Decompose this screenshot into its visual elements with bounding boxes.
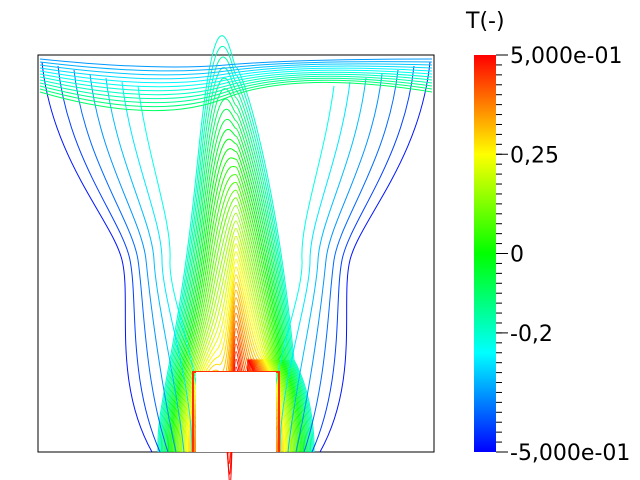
contour-line [181, 220, 291, 453]
contour-lines [39, 35, 433, 480]
contour-line [39, 67, 433, 84]
contour-line [39, 75, 433, 100]
contour-line [169, 138, 303, 453]
contour-line [39, 79, 433, 108]
contour-line [39, 61, 433, 72]
colorbar-tick-label: -0,2 [510, 322, 553, 347]
contour-line [164, 98, 308, 453]
contour-line [311, 65, 415, 453]
contour-line [73, 69, 169, 453]
contour-line [162, 77, 310, 453]
contour-line [57, 65, 161, 453]
contour-line [186, 258, 286, 453]
colorbar-tick-label: 0,25 [510, 143, 559, 168]
contour-line [105, 77, 185, 453]
contour-line [39, 58, 433, 68]
colorbar-title: T(-) [465, 9, 505, 34]
contour-line [175, 181, 297, 453]
contour-line [165, 108, 307, 453]
contour-line [158, 45, 314, 453]
contour-line [157, 35, 315, 453]
colorbar-gradient [474, 55, 496, 452]
heated-block [196, 372, 276, 452]
contour-line [303, 69, 399, 453]
contour-line [160, 67, 311, 453]
colorbar: T(-) 5,000e-01 -5,000e-01 0,25 0 -0,2 [465, 9, 630, 466]
contour-line [39, 69, 433, 88]
colorbar-minor-ticks [496, 64, 502, 443]
contour-line [170, 148, 302, 453]
colorbar-max-label: 5,000e-01 [510, 44, 622, 69]
colorbar-major-ticks: 0,25 0 -0,2 [496, 143, 559, 347]
contour-line [319, 61, 431, 453]
contour-line [182, 228, 290, 453]
contour-line [279, 81, 351, 453]
contour-line [121, 81, 193, 453]
contour-line [163, 88, 309, 453]
contour-line [171, 157, 301, 453]
contour-line [176, 189, 296, 453]
colorbar-min-label: -5,000e-01 [510, 441, 630, 466]
contour-line [177, 197, 295, 453]
contour-line [179, 212, 293, 453]
contour-line [168, 129, 304, 453]
contour-line [89, 73, 177, 453]
contour-plot [37, 35, 435, 480]
contour-line [39, 81, 433, 112]
contour-line [178, 204, 294, 453]
contour-line [39, 73, 433, 96]
contour-line [287, 77, 367, 453]
contour-line [172, 166, 300, 453]
contour-line [41, 61, 153, 453]
colorbar-tick-label: 0 [510, 243, 524, 268]
contour-line [166, 118, 306, 453]
contour-line [39, 65, 433, 80]
contour-line [39, 63, 433, 76]
contour-line [39, 71, 433, 92]
contour-line [295, 73, 383, 453]
contour-line [39, 77, 433, 104]
